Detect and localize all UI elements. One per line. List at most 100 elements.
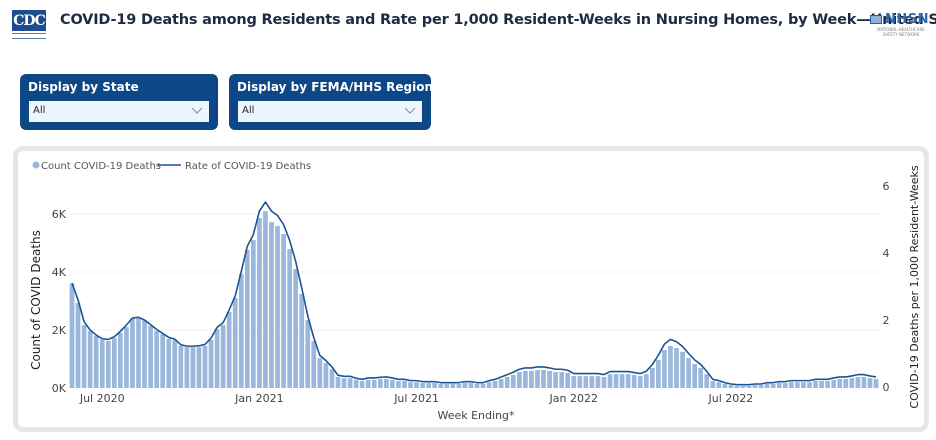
y2-axis-title: COVID-19 Deaths per 1,000 Resident-Weeks <box>908 165 921 408</box>
bar <box>728 385 734 388</box>
state-filter-label: Display by State <box>28 80 139 94</box>
bar <box>504 376 510 388</box>
bar <box>244 249 250 388</box>
bar <box>752 385 758 388</box>
bar <box>263 211 268 388</box>
bar <box>782 383 788 388</box>
bar <box>390 379 395 388</box>
bar <box>565 372 571 388</box>
y-tick-label: 2K <box>52 324 67 337</box>
bar <box>208 339 214 388</box>
bar <box>662 350 667 388</box>
bar <box>377 379 383 388</box>
bar <box>789 382 794 388</box>
rate-line <box>71 201 877 386</box>
gridlines <box>70 213 880 331</box>
bar <box>674 347 679 388</box>
bar <box>746 385 752 388</box>
bar <box>571 376 577 388</box>
bar <box>154 330 159 388</box>
region-filter-value: All <box>242 105 255 116</box>
bar <box>118 332 123 388</box>
bar <box>93 335 99 388</box>
bar <box>299 294 305 388</box>
bar <box>764 383 770 388</box>
bar <box>220 325 226 388</box>
bar-series <box>69 211 879 388</box>
bar <box>269 222 274 388</box>
legend-count-marker <box>32 161 40 169</box>
bar <box>849 378 855 388</box>
bar <box>347 378 353 388</box>
bar <box>843 379 849 388</box>
bar <box>130 318 135 388</box>
x-axis-ticks: Jul 2020 Jan 2021 Jul 2021 Jan 2022 Jul 2022 <box>79 392 753 405</box>
bar <box>184 347 190 388</box>
nhsn-logo-sub1: NATIONAL HEALTHCARE <box>877 27 925 32</box>
bar <box>643 374 649 388</box>
state-filter-value: All <box>33 105 46 116</box>
bar <box>202 345 208 388</box>
bar <box>589 376 595 388</box>
bar <box>408 382 413 388</box>
bar <box>813 381 818 388</box>
bar <box>770 383 776 388</box>
bar <box>396 381 401 388</box>
bar <box>498 379 504 388</box>
state-filter-dropdown[interactable]: All <box>29 101 209 122</box>
bar <box>523 370 528 388</box>
bar <box>232 298 238 388</box>
bar <box>704 374 710 388</box>
bar <box>136 318 141 388</box>
bar <box>438 383 444 388</box>
bar <box>601 376 607 388</box>
bar <box>855 376 861 388</box>
bar <box>214 329 220 388</box>
bar <box>819 381 824 388</box>
bar <box>456 383 462 388</box>
page-title: COVID-19 Deaths among Residents and Rate… <box>60 12 936 28</box>
bar <box>402 381 407 388</box>
x-axis-title: Week Ending* <box>437 409 515 422</box>
bar <box>474 383 480 388</box>
bar <box>595 376 601 388</box>
bar <box>444 383 450 388</box>
y-axis-title: Count of COVID Deaths <box>29 230 43 370</box>
bar <box>535 370 540 388</box>
bar <box>541 370 546 388</box>
bar <box>607 374 613 388</box>
bar <box>371 379 377 388</box>
cdc-logo: CDC <box>12 10 46 39</box>
y-tick-label: 0K <box>52 382 67 395</box>
bar <box>462 383 468 388</box>
bar <box>577 376 583 388</box>
bar <box>516 372 522 388</box>
bar <box>317 358 323 388</box>
bar <box>172 339 178 388</box>
bar <box>613 374 619 388</box>
cdc-logo-subtext <box>12 33 46 39</box>
bar <box>492 381 498 388</box>
bar <box>414 382 419 388</box>
bar <box>649 367 655 388</box>
y-tick-label: 4K <box>52 266 67 279</box>
bar <box>335 376 341 388</box>
region-filter-dropdown[interactable]: All <box>238 101 422 122</box>
x-tick-label: Jul 2021 <box>393 392 439 405</box>
bar <box>287 249 292 388</box>
chevron-down-icon[interactable] <box>404 104 416 116</box>
bar <box>257 218 262 388</box>
bar <box>740 385 746 388</box>
chevron-down-icon[interactable] <box>191 104 203 116</box>
bar <box>486 382 492 388</box>
bar <box>190 347 196 388</box>
bar <box>341 378 347 388</box>
bar <box>722 383 728 388</box>
bar <box>420 383 425 388</box>
bar <box>238 274 244 388</box>
bar <box>111 338 117 388</box>
bar <box>166 338 172 388</box>
bar <box>758 385 764 388</box>
bar <box>873 379 879 388</box>
bar <box>625 374 631 388</box>
